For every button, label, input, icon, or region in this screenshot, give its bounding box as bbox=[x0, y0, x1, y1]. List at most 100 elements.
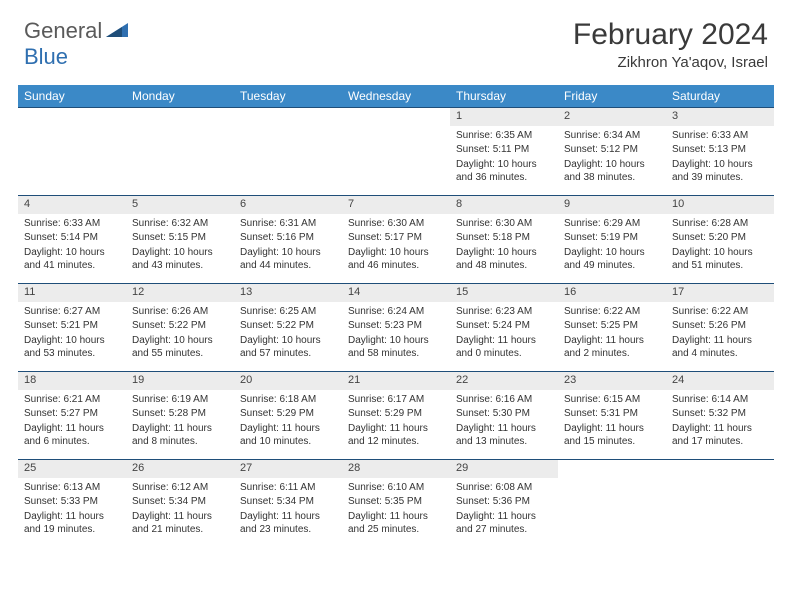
day-number-cell: 23 bbox=[558, 372, 666, 390]
sunrise-text: Sunrise: 6:33 AM bbox=[24, 217, 120, 231]
sunset-text: Sunset: 5:16 PM bbox=[240, 231, 336, 245]
daylight-text: Daylight: 10 hours and 53 minutes. bbox=[24, 334, 120, 361]
day-number-cell: 13 bbox=[234, 284, 342, 302]
sunset-text: Sunset: 5:22 PM bbox=[240, 319, 336, 333]
sunset-text: Sunset: 5:23 PM bbox=[348, 319, 444, 333]
calendar-head: SundayMondayTuesdayWednesdayThursdayFrid… bbox=[18, 85, 774, 108]
sunrise-text: Sunrise: 6:31 AM bbox=[240, 217, 336, 231]
day-detail-cell: Sunrise: 6:24 AMSunset: 5:23 PMDaylight:… bbox=[342, 302, 450, 372]
daylight-text: Daylight: 11 hours and 23 minutes. bbox=[240, 510, 336, 537]
day-detail-cell: Sunrise: 6:22 AMSunset: 5:26 PMDaylight:… bbox=[666, 302, 774, 372]
sunset-text: Sunset: 5:33 PM bbox=[24, 495, 120, 509]
day-detail-cell: Sunrise: 6:25 AMSunset: 5:22 PMDaylight:… bbox=[234, 302, 342, 372]
day-detail-row: Sunrise: 6:27 AMSunset: 5:21 PMDaylight:… bbox=[18, 302, 774, 372]
sunrise-text: Sunrise: 6:28 AM bbox=[672, 217, 768, 231]
day-number-row: 2526272829 bbox=[18, 460, 774, 478]
day-detail-cell: Sunrise: 6:35 AMSunset: 5:11 PMDaylight:… bbox=[450, 126, 558, 196]
day-detail-cell: Sunrise: 6:08 AMSunset: 5:36 PMDaylight:… bbox=[450, 478, 558, 548]
day-detail-cell: Sunrise: 6:33 AMSunset: 5:14 PMDaylight:… bbox=[18, 214, 126, 284]
logo-text-general: General bbox=[24, 18, 102, 44]
daylight-text: Daylight: 10 hours and 38 minutes. bbox=[564, 158, 660, 185]
logo-triangle-icon bbox=[106, 21, 128, 42]
weekday-row: SundayMondayTuesdayWednesdayThursdayFrid… bbox=[18, 85, 774, 108]
sunrise-text: Sunrise: 6:34 AM bbox=[564, 129, 660, 143]
day-number-cell: 1 bbox=[450, 108, 558, 126]
sunrise-text: Sunrise: 6:27 AM bbox=[24, 305, 120, 319]
sunrise-text: Sunrise: 6:14 AM bbox=[672, 393, 768, 407]
sunrise-text: Sunrise: 6:24 AM bbox=[348, 305, 444, 319]
day-number-row: 11121314151617 bbox=[18, 284, 774, 302]
logo-text-blue: Blue bbox=[24, 44, 68, 69]
day-detail-cell: Sunrise: 6:11 AMSunset: 5:34 PMDaylight:… bbox=[234, 478, 342, 548]
weekday-header: Wednesday bbox=[342, 85, 450, 108]
sunset-text: Sunset: 5:22 PM bbox=[132, 319, 228, 333]
daylight-text: Daylight: 11 hours and 15 minutes. bbox=[564, 422, 660, 449]
sunrise-text: Sunrise: 6:15 AM bbox=[564, 393, 660, 407]
day-number-cell bbox=[126, 108, 234, 126]
day-detail-cell: Sunrise: 6:17 AMSunset: 5:29 PMDaylight:… bbox=[342, 390, 450, 460]
sunset-text: Sunset: 5:28 PM bbox=[132, 407, 228, 421]
day-detail-cell: Sunrise: 6:16 AMSunset: 5:30 PMDaylight:… bbox=[450, 390, 558, 460]
day-number-cell: 20 bbox=[234, 372, 342, 390]
sunrise-text: Sunrise: 6:33 AM bbox=[672, 129, 768, 143]
day-detail-cell bbox=[342, 126, 450, 196]
day-number-cell bbox=[18, 108, 126, 126]
day-number-row: 45678910 bbox=[18, 196, 774, 214]
sunset-text: Sunset: 5:25 PM bbox=[564, 319, 660, 333]
day-detail-row: Sunrise: 6:21 AMSunset: 5:27 PMDaylight:… bbox=[18, 390, 774, 460]
daylight-text: Daylight: 11 hours and 13 minutes. bbox=[456, 422, 552, 449]
day-detail-cell: Sunrise: 6:30 AMSunset: 5:17 PMDaylight:… bbox=[342, 214, 450, 284]
day-detail-cell: Sunrise: 6:13 AMSunset: 5:33 PMDaylight:… bbox=[18, 478, 126, 548]
daylight-text: Daylight: 11 hours and 10 minutes. bbox=[240, 422, 336, 449]
daylight-text: Daylight: 11 hours and 25 minutes. bbox=[348, 510, 444, 537]
day-detail-row: Sunrise: 6:33 AMSunset: 5:14 PMDaylight:… bbox=[18, 214, 774, 284]
day-detail-cell: Sunrise: 6:30 AMSunset: 5:18 PMDaylight:… bbox=[450, 214, 558, 284]
day-detail-cell: Sunrise: 6:22 AMSunset: 5:25 PMDaylight:… bbox=[558, 302, 666, 372]
sunrise-text: Sunrise: 6:10 AM bbox=[348, 481, 444, 495]
sunrise-text: Sunrise: 6:22 AM bbox=[672, 305, 768, 319]
sunrise-text: Sunrise: 6:11 AM bbox=[240, 481, 336, 495]
day-number-cell: 12 bbox=[126, 284, 234, 302]
day-number-cell: 3 bbox=[666, 108, 774, 126]
day-number-cell: 19 bbox=[126, 372, 234, 390]
daylight-text: Daylight: 11 hours and 19 minutes. bbox=[24, 510, 120, 537]
sunrise-text: Sunrise: 6:30 AM bbox=[348, 217, 444, 231]
sunrise-text: Sunrise: 6:29 AM bbox=[564, 217, 660, 231]
day-number-cell: 2 bbox=[558, 108, 666, 126]
daylight-text: Daylight: 11 hours and 27 minutes. bbox=[456, 510, 552, 537]
sunset-text: Sunset: 5:29 PM bbox=[240, 407, 336, 421]
sunrise-text: Sunrise: 6:17 AM bbox=[348, 393, 444, 407]
day-number-cell: 7 bbox=[342, 196, 450, 214]
daylight-text: Daylight: 10 hours and 39 minutes. bbox=[672, 158, 768, 185]
day-detail-cell: Sunrise: 6:18 AMSunset: 5:29 PMDaylight:… bbox=[234, 390, 342, 460]
day-number-cell bbox=[558, 460, 666, 478]
day-detail-cell: Sunrise: 6:23 AMSunset: 5:24 PMDaylight:… bbox=[450, 302, 558, 372]
day-number-cell bbox=[342, 108, 450, 126]
sunset-text: Sunset: 5:31 PM bbox=[564, 407, 660, 421]
daylight-text: Daylight: 10 hours and 48 minutes. bbox=[456, 246, 552, 273]
day-detail-cell: Sunrise: 6:14 AMSunset: 5:32 PMDaylight:… bbox=[666, 390, 774, 460]
day-number-cell bbox=[234, 108, 342, 126]
day-detail-cell: Sunrise: 6:10 AMSunset: 5:35 PMDaylight:… bbox=[342, 478, 450, 548]
day-detail-cell bbox=[234, 126, 342, 196]
day-detail-cell: Sunrise: 6:26 AMSunset: 5:22 PMDaylight:… bbox=[126, 302, 234, 372]
day-detail-cell: Sunrise: 6:33 AMSunset: 5:13 PMDaylight:… bbox=[666, 126, 774, 196]
sunrise-text: Sunrise: 6:30 AM bbox=[456, 217, 552, 231]
sunset-text: Sunset: 5:15 PM bbox=[132, 231, 228, 245]
sunrise-text: Sunrise: 6:35 AM bbox=[456, 129, 552, 143]
day-number-cell: 10 bbox=[666, 196, 774, 214]
calendar-body: 123Sunrise: 6:35 AMSunset: 5:11 PMDaylig… bbox=[18, 108, 774, 548]
daylight-text: Daylight: 10 hours and 41 minutes. bbox=[24, 246, 120, 273]
day-number-cell: 5 bbox=[126, 196, 234, 214]
logo: General bbox=[24, 18, 130, 44]
day-number-cell: 21 bbox=[342, 372, 450, 390]
sunset-text: Sunset: 5:26 PM bbox=[672, 319, 768, 333]
sunrise-text: Sunrise: 6:25 AM bbox=[240, 305, 336, 319]
day-number-cell: 14 bbox=[342, 284, 450, 302]
daylight-text: Daylight: 11 hours and 8 minutes. bbox=[132, 422, 228, 449]
daylight-text: Daylight: 10 hours and 57 minutes. bbox=[240, 334, 336, 361]
day-detail-row: Sunrise: 6:35 AMSunset: 5:11 PMDaylight:… bbox=[18, 126, 774, 196]
sunset-text: Sunset: 5:30 PM bbox=[456, 407, 552, 421]
month-title: February 2024 bbox=[573, 18, 768, 52]
sunrise-text: Sunrise: 6:19 AM bbox=[132, 393, 228, 407]
